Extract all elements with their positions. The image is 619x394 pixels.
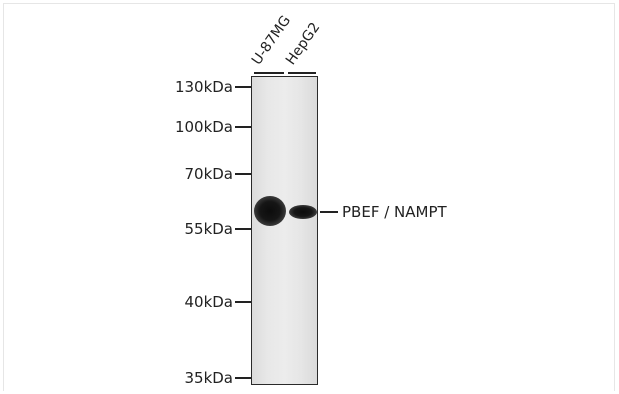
image-frame [3,3,615,391]
marker-tick [235,173,251,175]
marker-tick [235,377,251,379]
protein-label: PBEF / NAMPT [342,203,447,221]
marker-55kda: 55kDa [150,220,251,238]
marker-tick [235,126,251,128]
marker-label: 40kDa [184,293,233,311]
marker-tick [235,301,251,303]
lane-underline-hepg2 [288,72,316,74]
marker-40kda: 40kDa [150,293,251,311]
marker-130kda: 130kDa [150,78,251,96]
band-lane-hepg2 [289,205,317,219]
band-lane-u87mg [254,196,286,226]
marker-label: 55kDa [184,220,233,238]
marker-label: 70kDa [184,165,233,183]
marker-label: 100kDa [174,118,233,136]
marker-tick [235,228,251,230]
protein-pointer [320,211,338,213]
protein-annotation: PBEF / NAMPT [320,203,447,221]
marker-label: 35kDa [184,369,233,387]
marker-label: 130kDa [174,78,233,96]
marker-100kda: 100kDa [150,118,251,136]
marker-70kda: 70kDa [150,165,251,183]
marker-35kda: 35kDa [150,369,251,387]
lane-underline-u87mg [254,72,284,74]
marker-tick [235,86,251,88]
western-blot-membrane [251,76,318,385]
